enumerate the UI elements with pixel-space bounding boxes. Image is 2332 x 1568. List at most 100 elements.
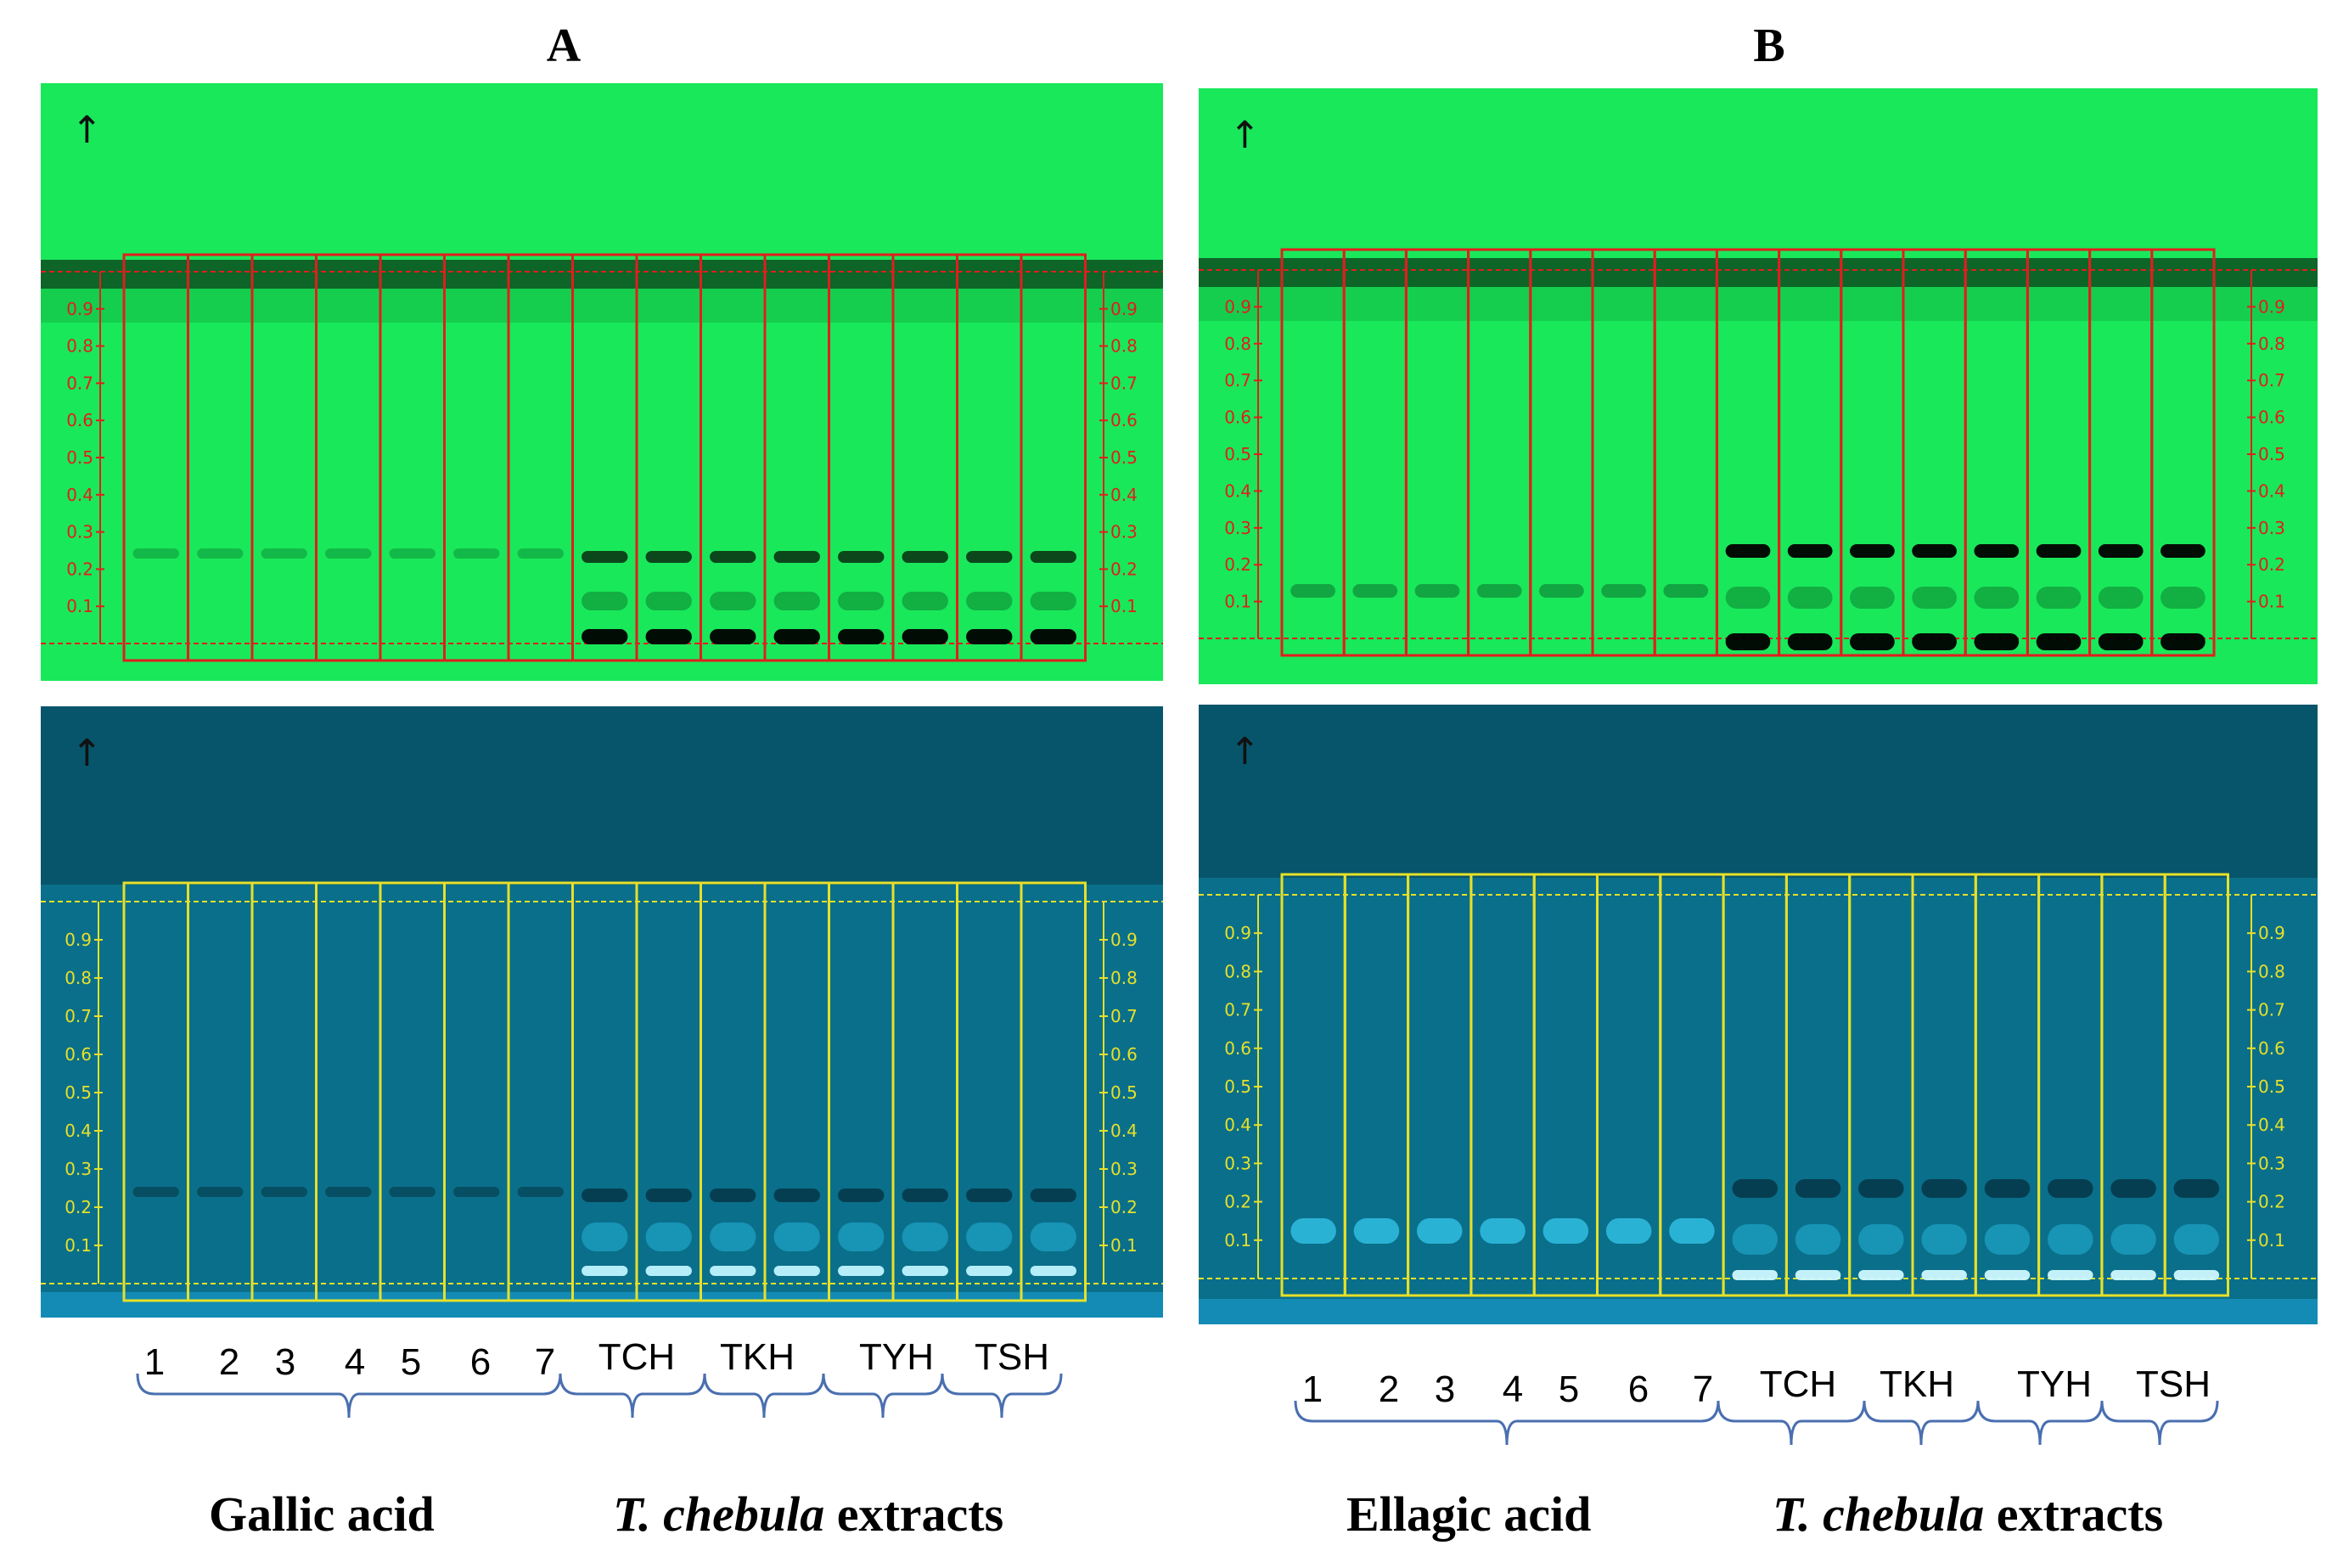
brackets-b [1294,1400,2219,1446]
plate-a-366-rf-label-0-0: 0.1 [65,1235,92,1256]
plate-a-366-band-9-0 [710,1189,756,1202]
plate-b-254-rf-label-0-6: 0.7 [1224,370,1251,391]
extract-label-b-italic: T. chebula [1773,1487,1985,1542]
plate-a-366-band-7-1 [582,1266,628,1276]
plate-a-254-rf-label-1-0: 0.1 [1110,596,1138,616]
plate-a-254-band-14-0 [1030,551,1076,563]
plate-b-366-rf-label-0-4: 0.5 [1224,1076,1251,1097]
plate-a-254-track-15 [1020,253,1087,662]
plate-b-uv254-svg: ↑ 0.1 0.2 0.3 0.4 0.5 0.6 0.7 0.8 0.9 0.1 0.2 0.3 0.4… [1199,88,2318,684]
plate-b-254-band-6-0 [1663,584,1709,598]
plate-b-254-band-11-1 [1974,633,2020,650]
plate-b-254-band-2-0 [1414,584,1460,598]
plate-b-366-rf-label-0-0: 0.1 [1224,1230,1251,1250]
plate-a-366-band-1-0 [197,1187,244,1197]
plate-b-254-band-13-1 [2098,633,2144,650]
brackets-a [136,1373,1063,1419]
lane-number-b-2: 2 [1378,1368,1400,1410]
plate-b-254-band-7-1 [1725,633,1771,650]
lane-number-b-7: 7 [1692,1368,1714,1410]
plate-b-254-rf-label-1-1: 0.2 [2258,554,2285,575]
plate-a-366-arrow-icon: ↑ [71,732,103,775]
plate-b-254-rf-label-0-1: 0.2 [1224,554,1251,575]
plate-a-254-rf-label-0-7: 0.8 [66,336,93,357]
plate-b-366-band-7-2 [1732,1224,1778,1255]
plate-b-366-band-14-2 [2173,1224,2220,1255]
plate-a-366-band-14-2 [1030,1222,1076,1251]
plate-b-254-band-8-1 [1787,633,1833,650]
plate-a-254-rf-label-1-4: 0.5 [1110,447,1138,468]
plate-a-366-rf-label-1-4: 0.5 [1110,1082,1138,1103]
plate-b-366-band-7-0 [1732,1179,1778,1198]
plate-b-366-band-10-2 [1921,1224,1967,1255]
plate-b-366-rf-label-0-8: 0.9 [1224,923,1251,943]
plate-a-254-band-9-0 [710,551,756,563]
plate-a-254-rf-label-0-5: 0.6 [66,410,93,430]
plate-b-366-rf-label-0-3: 0.4 [1224,1115,1251,1135]
plate-b-366-rf-label-0-2: 0.3 [1224,1153,1251,1173]
plate-b-254-band-11-0 [1974,544,2020,558]
plate-b-366-band-7-1 [1732,1270,1778,1280]
plate-b-254-rf-label-1-8: 0.9 [2258,296,2285,317]
plate-b-366-band-12-2 [2048,1224,2093,1255]
plate-b-366-band-14-1 [2173,1270,2220,1280]
bracket-b-sample-1 [1717,1400,1866,1446]
plate-a-366-band-12-1 [902,1266,948,1276]
plate-a-uv366-svg: ↑ 0.1 0.2 0.3 0.4 0.5 0.6 0.7 0.8 0.9 0.1 0.2 0.3 0.4… [41,706,1163,1318]
plate-a-254-arrow-icon: ↑ [71,109,103,152]
plate-a-254-rf-label-1-1: 0.2 [1110,559,1138,579]
bracket-b-sample-2 [1863,1400,1980,1446]
plate-a-254-band-10-0 [773,551,820,563]
plate-a-366-rf-label-1-8: 0.9 [1110,930,1138,950]
plate-b-366-band-9-1 [1858,1270,1904,1280]
plate-a-366-rf-label-1-3: 0.4 [1110,1121,1138,1141]
plate-b-254-band-9-2 [1850,587,1895,609]
sample-label-a-tch: TCH [598,1336,676,1378]
plate-a-254-rf-label-0-8: 0.9 [66,299,93,319]
sample-label-b-tsh: TSH [2136,1363,2211,1405]
sample-label-a-tkh: TKH [720,1336,795,1378]
plate-b-254-track-15 [2150,248,2216,657]
plate-a-254-band-9-1 [710,629,756,644]
plate-a-254-band-14-2 [1030,592,1076,610]
plate-a-uv254: ↑ 0.1 0.2 0.3 0.4 0.5 0.6 0.7 0.8 0.9 0.1 0.2 0.3 0.4… [41,83,1163,681]
plate-a-366-rf-label-0-7: 0.8 [65,968,92,988]
plate-a-uv366: ↑ 0.1 0.2 0.3 0.4 0.5 0.6 0.7 0.8 0.9 0.1 0.2 0.3 0.4… [41,706,1163,1318]
plate-b-254-band-5-0 [1601,584,1646,598]
plate-a-366-rf-label-0-6: 0.7 [65,1006,92,1026]
plate-a-366-band-10-2 [773,1222,820,1251]
plate-b-366-rf-label-1-0: 0.1 [2258,1230,2285,1250]
plate-b-366-track-15 [2163,873,2229,1297]
plate-a-uv254-svg: ↑ 0.1 0.2 0.3 0.4 0.5 0.6 0.7 0.8 0.9 0.1 0.2 0.3 0.4… [41,83,1163,681]
bracket-b-standard [1294,1400,1720,1446]
plate-b-254-rf-label-1-6: 0.7 [2258,370,2285,391]
plate-a-254-band-9-2 [710,592,756,610]
plate-a-254-band-7-2 [582,592,628,610]
plate-b-366-band-13-0 [2110,1179,2156,1198]
plate-b-254-band-10-0 [1912,544,1957,558]
extract-label-a: T. chebula extracts [613,1486,1003,1543]
plate-b-254-band-14-0 [2161,544,2206,558]
plate-b-254-band-13-0 [2098,544,2144,558]
plate-b-366-rf-label-1-2: 0.3 [2258,1153,2285,1173]
plate-b-366-band-2-0 [1417,1218,1463,1244]
plate-a-254-rf-label-0-2: 0.3 [66,522,93,542]
plate-b-254-rf-label-0-3: 0.4 [1224,481,1251,501]
plate-b-366-band-13-1 [2110,1270,2156,1280]
plate-a-254-band-7-1 [582,629,628,644]
plate-b-254-band-13-2 [2098,587,2144,609]
plate-b-366-band-8-0 [1795,1179,1841,1198]
extract-label-a-italic: T. chebula [613,1487,825,1542]
plate-a-254-band-8-2 [645,592,692,610]
plate-a-254-band-8-0 [645,551,692,563]
bracket-a-sample-2 [703,1373,825,1419]
plate-a-366-rf-label-1-6: 0.7 [1110,1006,1138,1026]
lane-number-b-1: 1 [1301,1368,1323,1410]
plate-b-254-rf-label-1-5: 0.6 [2258,407,2285,428]
plate-a-254-rf-label-0-4: 0.5 [66,447,93,468]
extract-label-b-rest: extracts [1984,1487,2164,1542]
plate-b-366-band-12-1 [2048,1270,2093,1280]
plate-a-366-upper-region [41,706,1163,885]
plate-a-366-rf-label-0-5: 0.6 [65,1044,92,1065]
plate-b-366-bottom-glow [1199,1299,2318,1324]
